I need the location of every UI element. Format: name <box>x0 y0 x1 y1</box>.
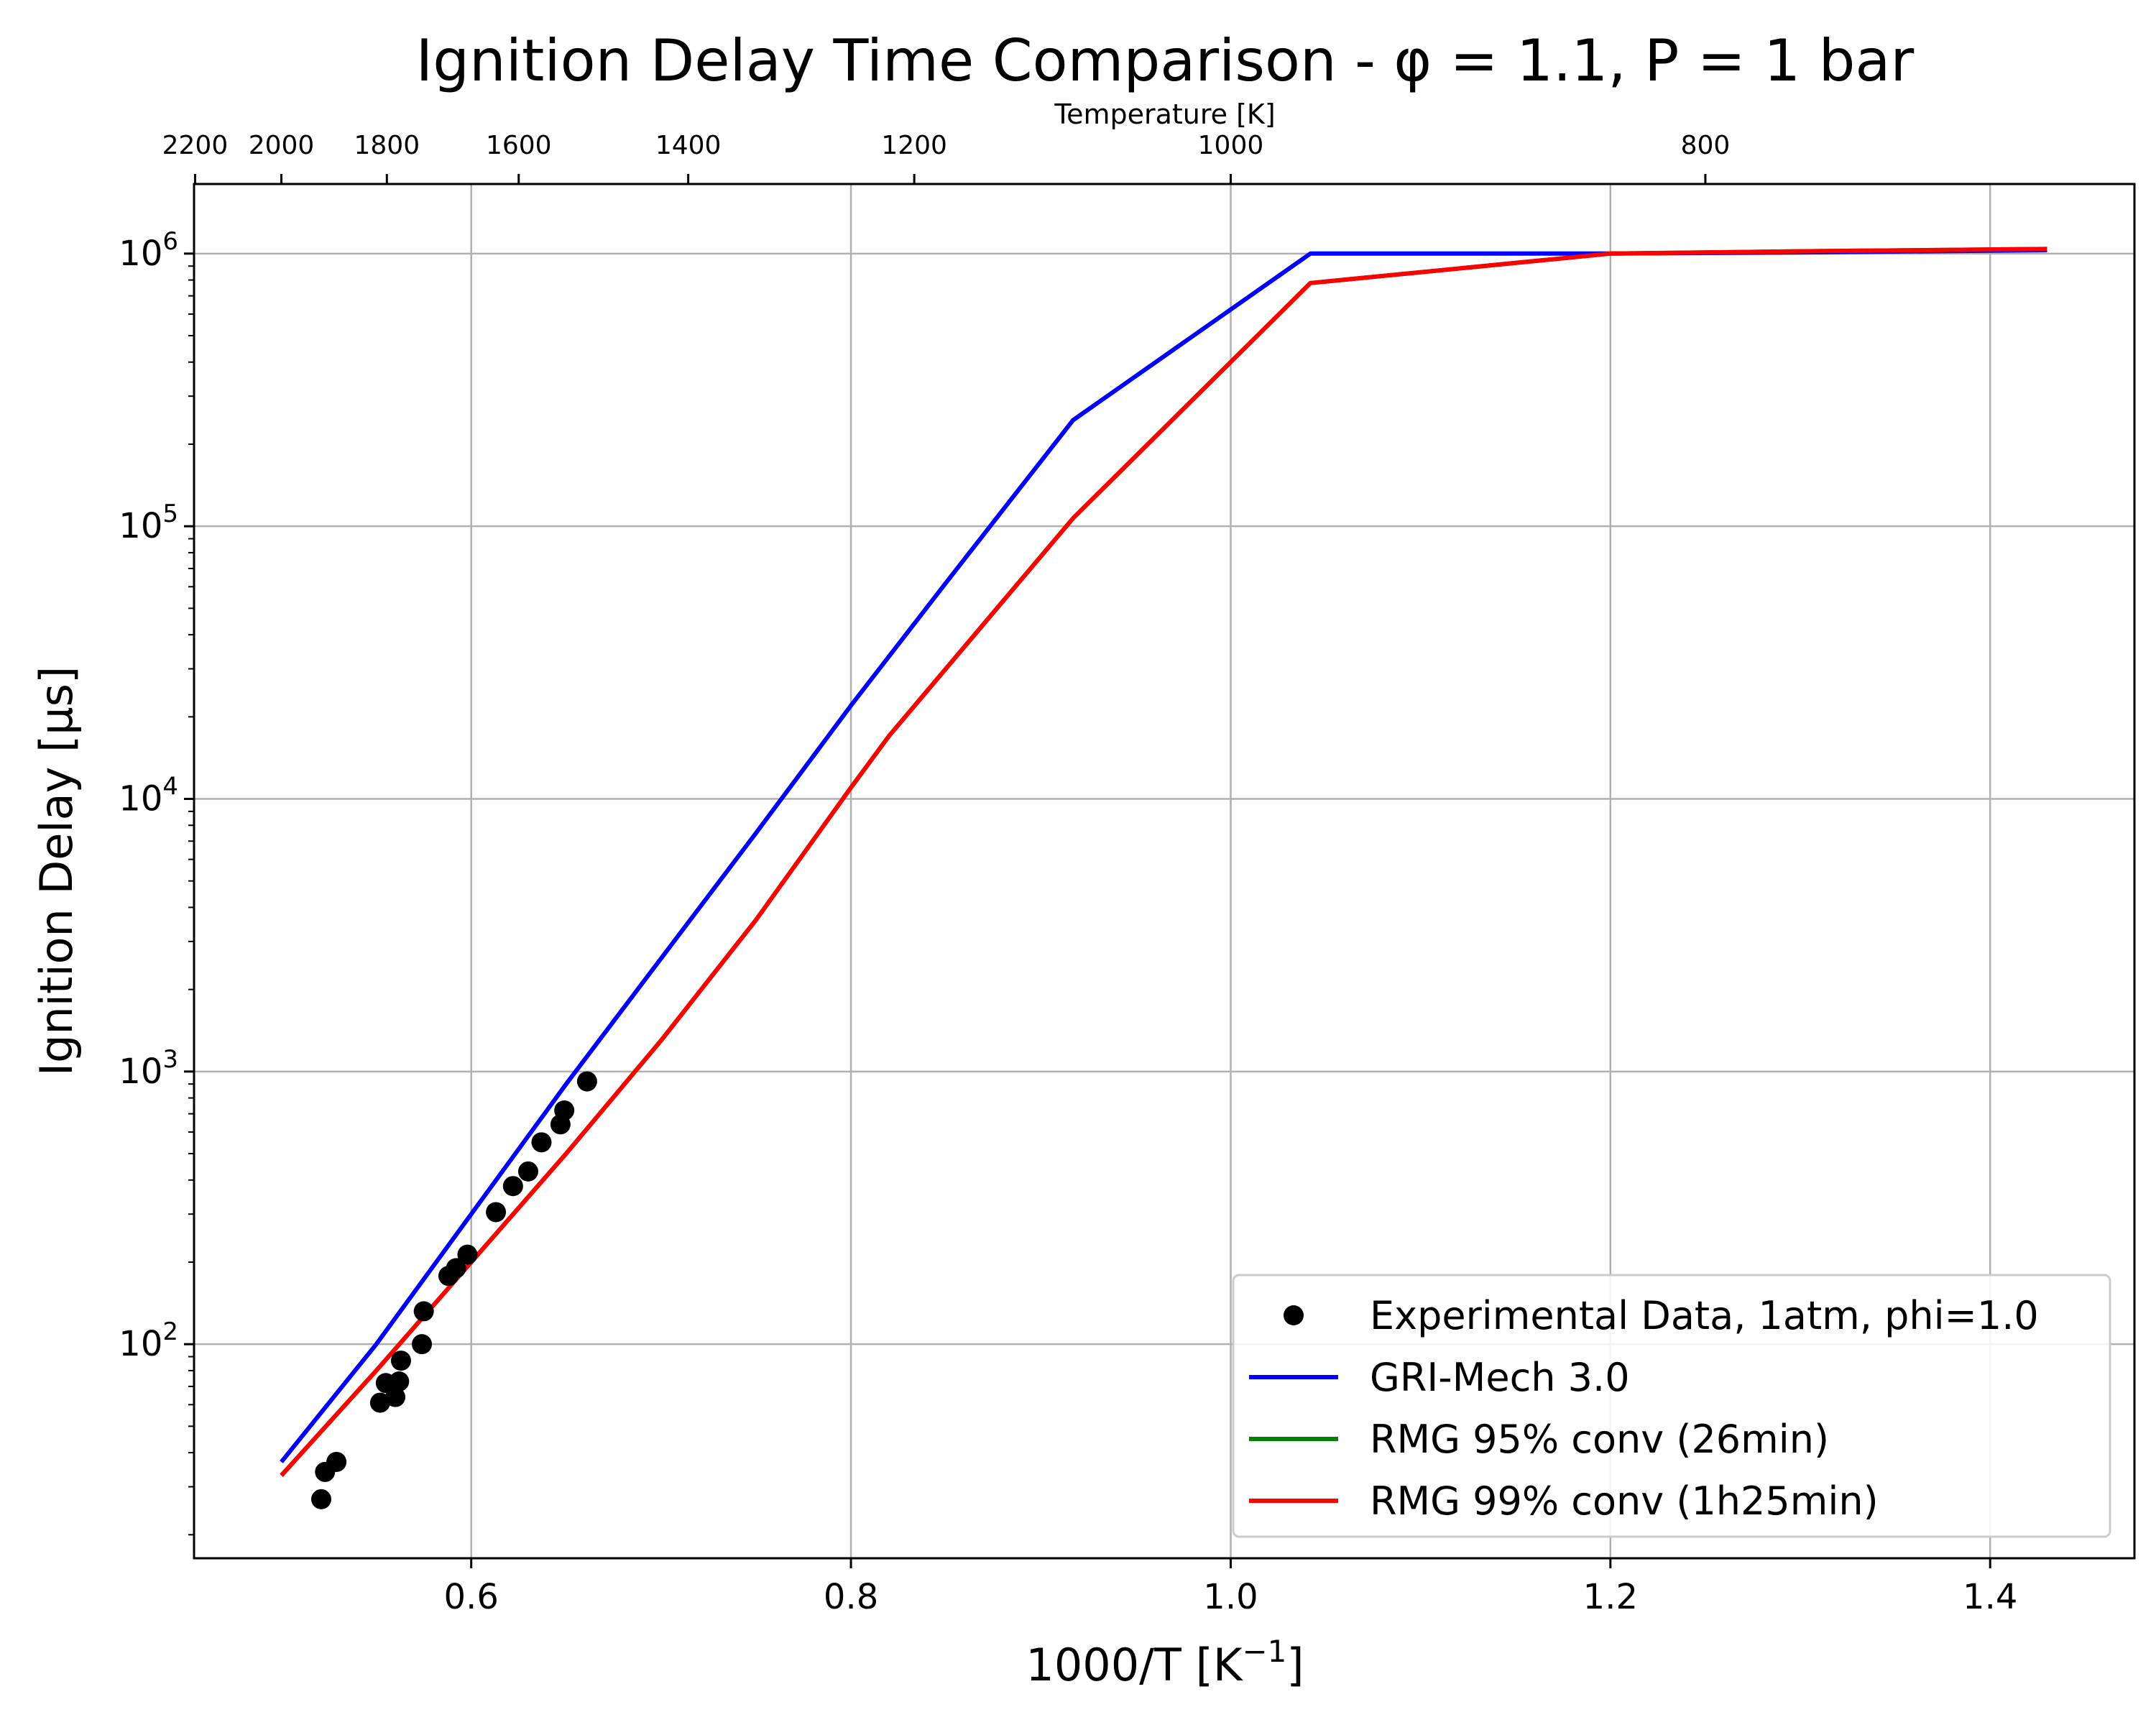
legend-label: RMG 95% conv (26min) <box>1370 1417 1829 1462</box>
x-axis-label: 1000/T [K−1] <box>1026 1634 1304 1691</box>
data-point <box>554 1100 575 1121</box>
data-point <box>369 1392 390 1413</box>
data-point <box>311 1489 332 1509</box>
y-tick-base: 10 <box>119 234 162 274</box>
x-tick-label: 1.2 <box>1583 1577 1638 1617</box>
top-axis-ticks: 2200 2000 1800 1600 1400 1200 1000 800 <box>162 131 1731 184</box>
y-tick-base: 10 <box>119 1052 162 1092</box>
y-tick-base: 10 <box>119 778 162 819</box>
x-axis-label-superscript: −1 <box>1242 1634 1286 1669</box>
top-tick-label: 2200 <box>162 131 229 160</box>
x-axis-label-main: 1000/T [K <box>1026 1639 1243 1691</box>
data-point <box>457 1244 478 1265</box>
y-tick-base: 10 <box>119 506 162 546</box>
x-tick-label: 1.4 <box>1963 1577 2017 1617</box>
y-tick-label: 105 <box>119 500 178 546</box>
data-point <box>389 1371 410 1392</box>
data-point <box>412 1334 433 1355</box>
top-tick-label: 2000 <box>249 131 315 160</box>
top-axis-label: Temperature [K] <box>1054 98 1275 130</box>
plot-series <box>280 247 2047 1509</box>
y-tick-exponent: 6 <box>162 227 178 256</box>
legend-box <box>1232 1274 2111 1538</box>
top-tick-label: 1600 <box>486 131 552 160</box>
legend-label: RMG 99% conv (1h25min) <box>1370 1478 1879 1524</box>
y-tick-exponent: 5 <box>162 500 178 528</box>
y-tick-exponent: 3 <box>162 1045 178 1074</box>
top-tick-label: 1200 <box>881 131 947 160</box>
plot-area-frame <box>193 183 2136 1560</box>
y-tick-exponent: 2 <box>162 1317 178 1346</box>
x-tick-label: 1.0 <box>1203 1577 1258 1617</box>
x-axis-label-end: ] <box>1286 1639 1304 1691</box>
y-tick-label: 103 <box>119 1045 178 1092</box>
y-tick-base: 10 <box>119 1324 162 1364</box>
x-tick-label: 0.8 <box>824 1577 878 1617</box>
data-point <box>502 1176 523 1197</box>
y-axis-label: Ignition Delay [μs] <box>30 666 83 1076</box>
x-tick-label: 0.6 <box>444 1577 499 1617</box>
data-point <box>413 1301 434 1322</box>
top-tick-label: 1400 <box>655 131 722 160</box>
data-point <box>446 1258 466 1279</box>
chart-title: Ignition Delay Time Comparison - φ = 1.1… <box>416 27 1915 94</box>
series-line-1 <box>280 248 2047 1463</box>
top-tick-label: 800 <box>1681 131 1731 160</box>
legend-label: GRI-Mech 3.0 <box>1370 1355 1630 1400</box>
y-tick-label: 104 <box>119 772 178 819</box>
data-point <box>390 1351 411 1371</box>
data-point <box>531 1132 552 1153</box>
data-point <box>326 1451 347 1472</box>
legend-label: Experimental Data, 1atm, phi=1.0 <box>1370 1293 2039 1338</box>
legend: Experimental Data, 1atm, phi=1.0 GRI-Mech… <box>1232 1274 2111 1538</box>
data-point <box>517 1161 538 1182</box>
data-point <box>576 1071 597 1092</box>
y-tick-label: 102 <box>119 1317 178 1364</box>
data-point <box>385 1386 406 1407</box>
legend-marker <box>1284 1305 1304 1325</box>
y-tick-label: 106 <box>119 227 178 274</box>
y-tick-exponent: 4 <box>162 772 178 801</box>
data-point <box>486 1202 507 1223</box>
x-axis-ticks: 0.6 0.8 1.0 1.2 1.4 <box>444 1558 2017 1617</box>
top-tick-label: 1000 <box>1198 131 1264 160</box>
top-tick-label: 1800 <box>354 131 420 160</box>
